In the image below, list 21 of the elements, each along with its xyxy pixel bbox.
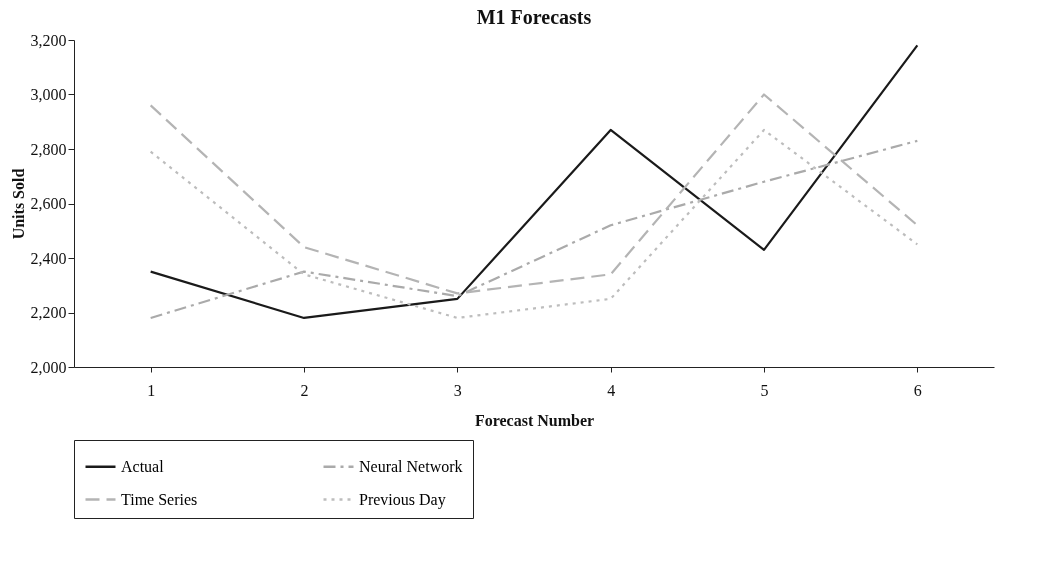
legend-label: Previous Day — [359, 490, 446, 509]
legend-label: Time Series — [121, 490, 198, 508]
y-tick-label: 2,200 — [30, 304, 67, 321]
x-tick-label: 6 — [913, 381, 922, 399]
y-tick-label: 2,800 — [30, 140, 67, 158]
y-tick-label: 3,200 — [30, 31, 67, 49]
x-tick-label: 2 — [300, 381, 309, 399]
chart-title: M1 Forecasts — [476, 6, 592, 28]
y-tick-label: 2,600 — [30, 195, 67, 212]
y-tick-label: 2,000 — [30, 358, 67, 376]
y-tick-label: 3,000 — [30, 86, 67, 103]
legend-label: Neural Network — [359, 457, 463, 475]
y-axis-title: Units Sold — [9, 168, 27, 240]
x-tick-label: 3 — [453, 381, 462, 399]
y-tick-label: 2,400 — [30, 249, 67, 267]
line-series — [149, 44, 919, 320]
x-tick-label: 1 — [147, 381, 156, 399]
x-tick-label: 4 — [607, 381, 616, 399]
legend-label: Actual — [121, 457, 165, 475]
x-tick-label: 5 — [760, 381, 769, 399]
x-axis-title: Forecast Number — [474, 411, 595, 429]
